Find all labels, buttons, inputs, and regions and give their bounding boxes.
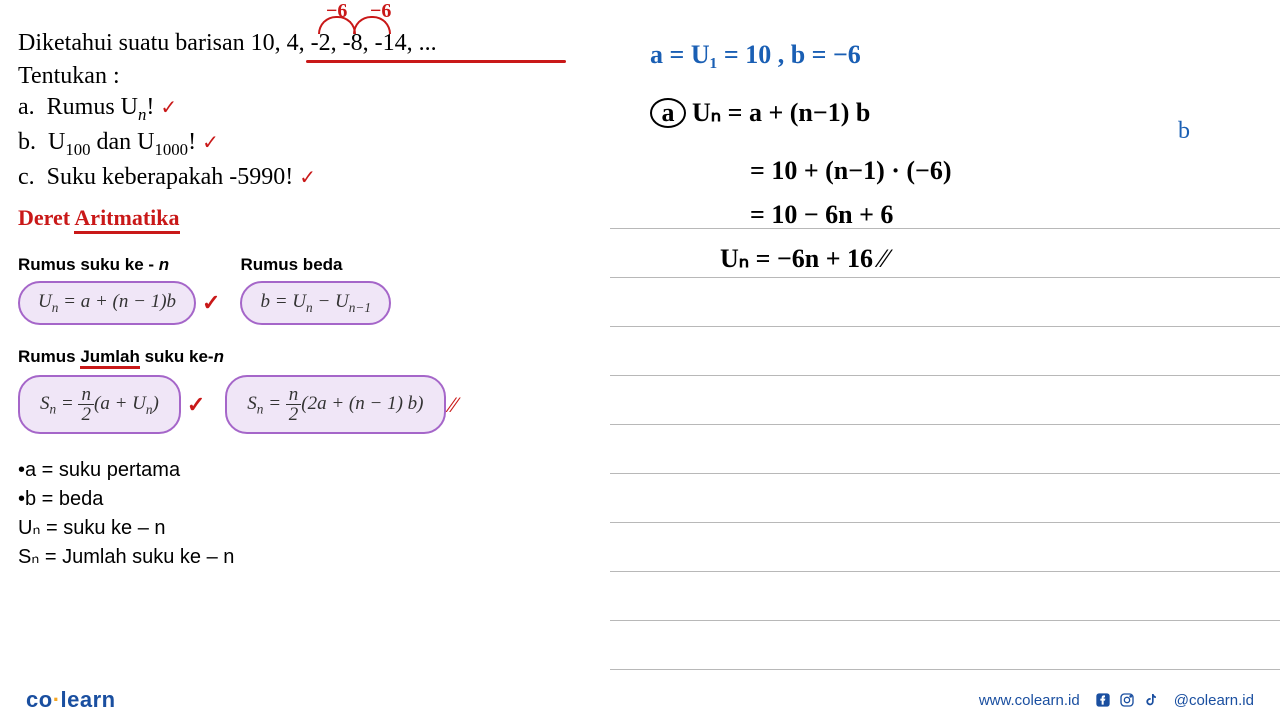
brand-logo: co·learn [26,687,116,713]
heading-sum: Rumus Jumlah suku ke-n [18,347,600,367]
slash-mark-icon: ⁄⁄ [450,392,457,418]
heading-beda: Rumus beda [240,255,391,275]
facebook-icon [1094,691,1112,709]
handwritten-topic-title: Deret Aritmatika [18,205,600,231]
footer: co·learn www.colearn.id @colearn.id [0,680,1280,720]
tiktok-icon [1142,691,1160,709]
legend-block: •a = suku pertama •b = beda Uₙ = suku ke… [18,456,600,572]
legend-un: Uₙ = suku ke – n [18,514,600,543]
problem-prompt: Tentukan : [18,63,600,90]
work-line-3: = 10 − 6n + 6 [750,200,1260,230]
problem-item-c: c. Suku keberapakah -5990!✓ [18,164,600,191]
sequence-underline [306,60,566,63]
check-icon: ✓ [202,290,220,316]
heading-nth-term: Rumus suku ke - n [18,255,220,275]
right-panel: a = U₁ = 10 , b = −6 aUₙ = a + (n−1) b b… [610,0,1280,680]
problem-item-a: a. Rumus Un!✓ [18,94,600,125]
legend-b: •b = beda [18,485,600,514]
check-icon: ✓ [202,132,219,154]
problem-sequence-line: −6 −6 Diketahui suatu barisan 10, 4, -2,… [18,30,600,57]
check-icon: ✓ [299,167,316,189]
check-icon: ✓ [187,392,205,418]
legend-sn: Sₙ = Jumlah suku ke – n [18,543,600,572]
check-icon: ✓ [160,97,177,119]
problem-item-b: b. U100 dan U1000!✓ [18,129,600,160]
formula-un: Un = a + (n − 1)b [18,281,196,326]
formula-sn1: Sn = n2(a + Un) [18,375,181,434]
instagram-icon [1118,691,1136,709]
work-given: a = U₁ = 10 , b = −6 [650,40,1260,70]
arc-annotation-1 [318,16,356,34]
work-line-4: Uₙ = −6n + 16 ⁄⁄ [720,244,1260,274]
footer-handle: @colearn.id [1174,692,1254,709]
marginal-note-b: b [1178,118,1190,145]
work-line-2: = 10 + (n−1) · (−6) [750,156,1260,186]
formula-sn2: Sn = n2(2a + (n − 1) b) [225,375,445,434]
part-label: a [650,98,686,128]
footer-url: www.colearn.id [979,692,1080,709]
footer-right: www.colearn.id @colearn.id [979,691,1254,709]
left-panel: −6 −6 Diketahui suatu barisan 10, 4, -2,… [0,0,610,680]
formula-beda: b = Un − Un−1 [240,281,391,326]
legend-a: •a = suku pertama [18,456,600,485]
problem-prefix: Diketahui suatu barisan [18,30,251,56]
work-line-1: aUₙ = a + (n−1) b [650,98,1260,128]
